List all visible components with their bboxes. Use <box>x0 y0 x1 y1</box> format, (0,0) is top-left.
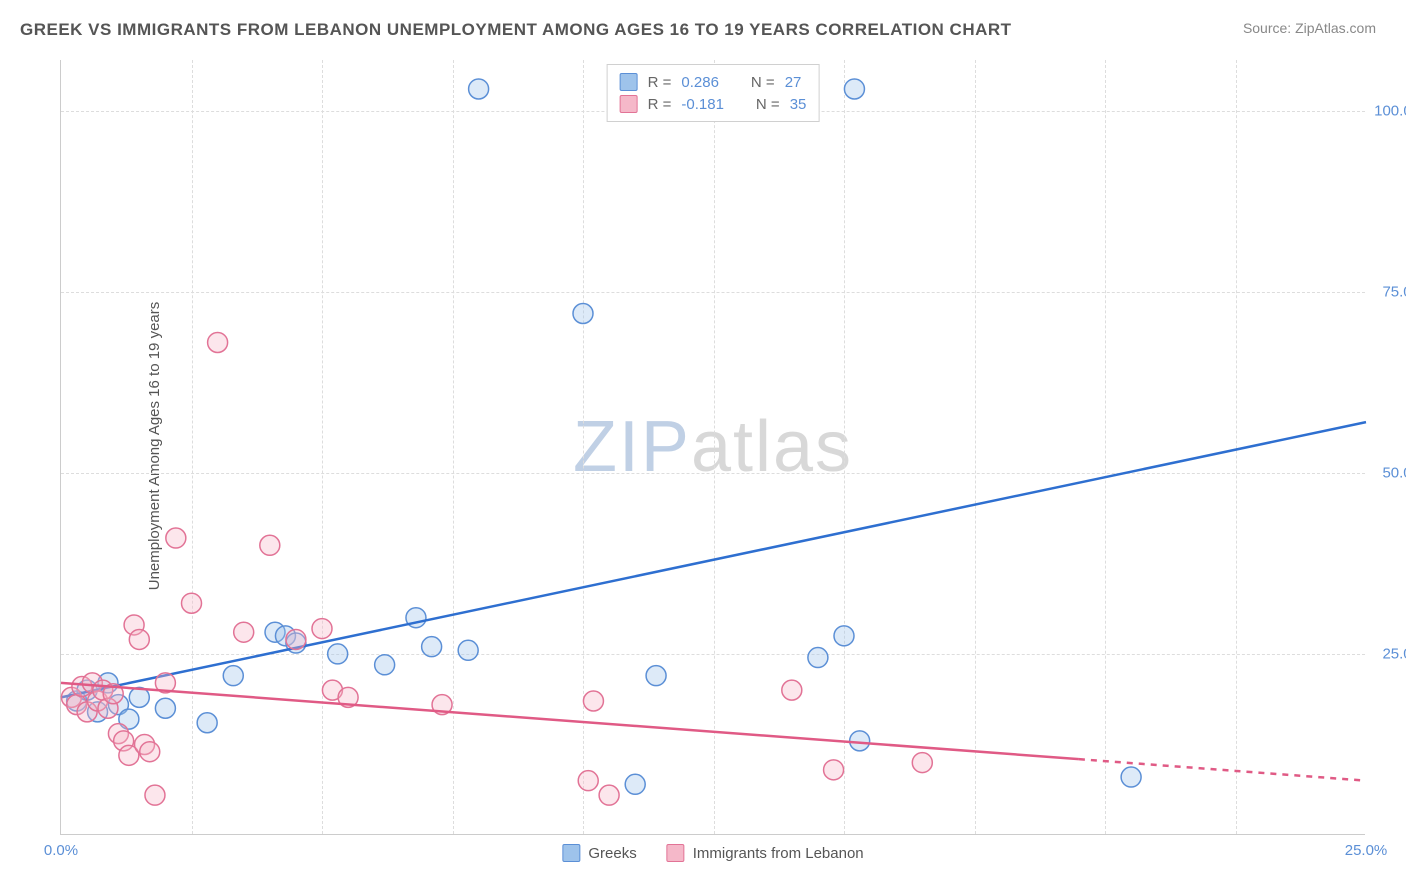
y-tick-label: 75.0% <box>1382 283 1406 300</box>
chart-title: GREEK VS IMMIGRANTS FROM LEBANON UNEMPLO… <box>20 20 1012 40</box>
data-point <box>850 731 870 751</box>
chart-plot-area: ZIPatlas R =0.286N =27R =-0.181N =35 Gre… <box>60 60 1365 835</box>
legend-series-item: Immigrants from Lebanon <box>667 844 864 862</box>
data-point <box>422 637 442 657</box>
data-point <box>844 79 864 99</box>
data-point <box>912 753 932 773</box>
data-point <box>646 666 666 686</box>
data-point <box>599 785 619 805</box>
data-point <box>573 304 593 324</box>
data-point <box>260 535 280 555</box>
series-legend: Greeks Immigrants from Lebanon <box>562 844 863 862</box>
legend-series-label: Greeks <box>588 845 636 862</box>
legend-stat-row: R = 0.286 N = 27 <box>620 71 807 93</box>
r-label: R = <box>648 96 672 113</box>
data-point <box>234 622 254 642</box>
n-value: 27 <box>785 74 802 91</box>
data-point <box>578 771 598 791</box>
scatter-svg <box>61 60 1365 834</box>
data-point <box>824 760 844 780</box>
n-label: N = <box>756 96 780 113</box>
data-point <box>782 680 802 700</box>
x-tick-label: 0.0% <box>44 842 78 859</box>
data-point <box>458 640 478 660</box>
r-value: 0.286 <box>681 74 719 91</box>
legend-swatch <box>667 844 685 862</box>
legend-series-item: Greeks <box>562 844 636 862</box>
data-point <box>166 528 186 548</box>
data-point <box>182 593 202 613</box>
data-point <box>469 79 489 99</box>
data-point <box>808 648 828 668</box>
data-point <box>223 666 243 686</box>
data-point <box>197 713 217 733</box>
trend-line <box>61 422 1366 697</box>
legend-swatch <box>562 844 580 862</box>
y-tick-label: 100.0% <box>1374 102 1406 119</box>
data-point <box>155 698 175 718</box>
legend-swatch <box>620 73 638 91</box>
data-point <box>583 691 603 711</box>
legend-stat-row: R = -0.181 N = 35 <box>620 93 807 115</box>
y-tick-label: 50.0% <box>1382 464 1406 481</box>
data-point <box>140 742 160 762</box>
data-point <box>625 774 645 794</box>
correlation-legend: R = 0.286 N = 27 R = -0.181 N = 35 <box>607 64 820 122</box>
data-point <box>312 619 332 639</box>
n-label: N = <box>751 74 775 91</box>
data-point <box>145 785 165 805</box>
data-point <box>1121 767 1141 787</box>
legend-series-label: Immigrants from Lebanon <box>693 845 864 862</box>
legend-swatch <box>620 95 638 113</box>
data-point <box>375 655 395 675</box>
data-point <box>208 332 228 352</box>
n-value: 35 <box>790 96 807 113</box>
x-tick-label: 25.0% <box>1345 842 1388 859</box>
r-value: -0.181 <box>681 96 724 113</box>
y-tick-label: 25.0% <box>1382 645 1406 662</box>
data-point <box>129 629 149 649</box>
r-label: R = <box>648 74 672 91</box>
data-point <box>286 629 306 649</box>
data-point <box>834 626 854 646</box>
data-point <box>328 644 348 664</box>
source-attribution: Source: ZipAtlas.com <box>1243 20 1376 36</box>
